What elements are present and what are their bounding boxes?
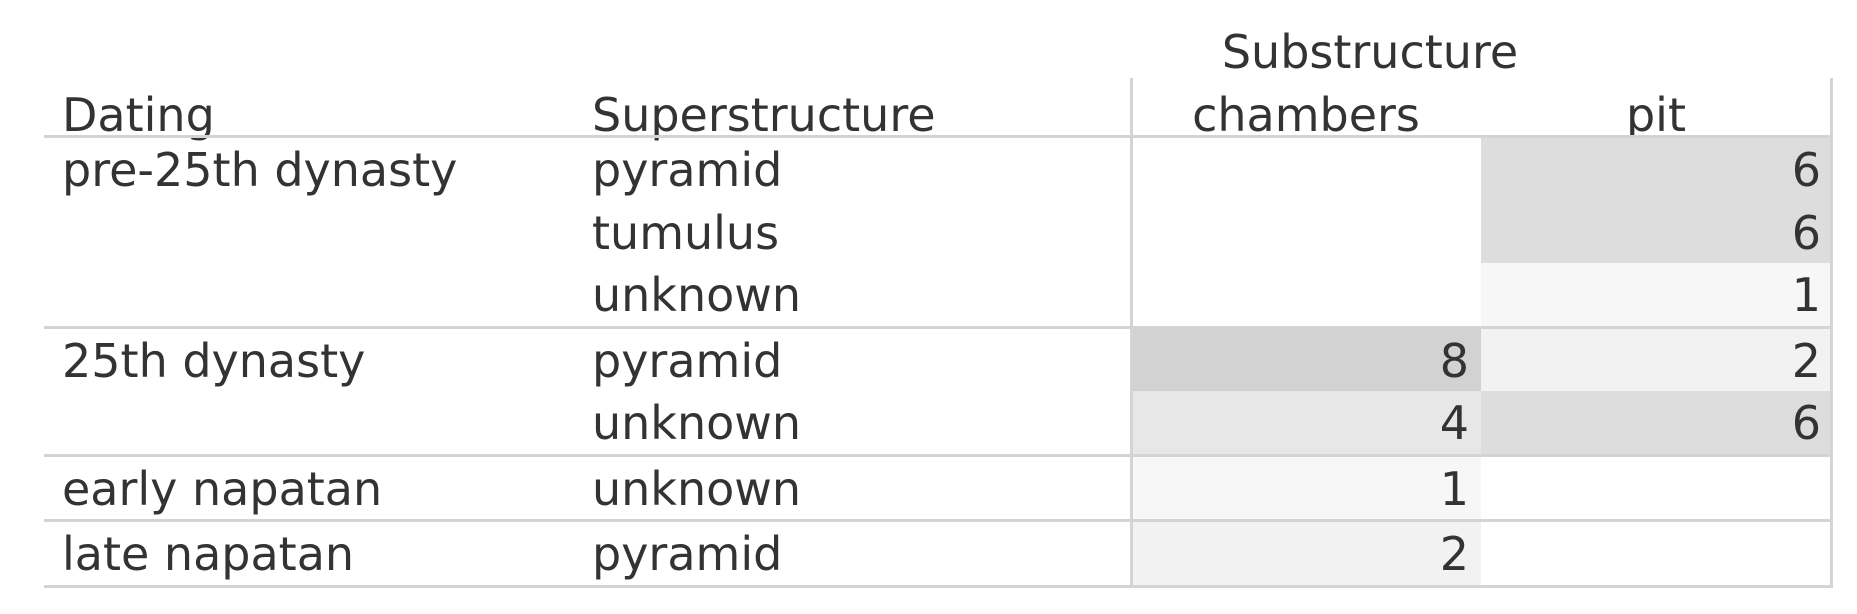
value-cell: 6 xyxy=(1481,391,1833,454)
dating-cell: late napatan xyxy=(62,527,355,581)
superstructure-cell: unknown xyxy=(592,461,802,516)
value-cell: 4 xyxy=(1133,391,1481,454)
superstructure-cell: unknown xyxy=(592,268,802,322)
value-cell: 2 xyxy=(1133,522,1481,585)
body-vertical-divider xyxy=(1130,522,1133,585)
body-vertical-divider xyxy=(1130,138,1133,326)
value-label: 2 xyxy=(1791,333,1821,388)
body-right-border xyxy=(1830,328,1833,454)
body-right-border xyxy=(1830,456,1833,519)
dating-column-header: Dating xyxy=(62,88,215,142)
value-label: 6 xyxy=(1791,143,1821,197)
superstructure-cell: pyramid xyxy=(592,333,783,388)
body-right-border xyxy=(1830,522,1833,585)
value-cell: 6 xyxy=(1481,138,1833,201)
value-label: 4 xyxy=(1439,396,1469,450)
value-label: 6 xyxy=(1791,396,1821,450)
value-cell: 2 xyxy=(1481,328,1833,391)
value-cell: 1 xyxy=(1133,456,1481,519)
value-label: 6 xyxy=(1791,205,1821,260)
header-vertical-divider xyxy=(1130,78,1133,138)
group-border xyxy=(44,519,1833,522)
superstructure-cell: tumulus xyxy=(592,205,780,260)
superstructure-cell: pyramid xyxy=(592,143,783,197)
value-cell: 1 xyxy=(1481,263,1833,326)
header-right-border xyxy=(1830,78,1833,138)
group-border xyxy=(44,326,1833,329)
dating-cell: 25th dynasty xyxy=(62,333,366,388)
header-bottom-border xyxy=(44,135,1833,138)
body-vertical-divider xyxy=(1130,456,1133,519)
dating-cell: pre-25th dynasty xyxy=(62,143,458,197)
superstructure-cell: unknown xyxy=(592,396,802,450)
substructure-group-header: Substructure xyxy=(1221,25,1519,79)
chambers-column-header: chambers xyxy=(1192,88,1420,142)
body-right-border xyxy=(1830,138,1833,326)
value-label: 2 xyxy=(1439,527,1469,581)
value-label: 8 xyxy=(1439,333,1469,388)
value-label: 1 xyxy=(1791,268,1821,322)
value-cell: 6 xyxy=(1481,200,1833,263)
dating-cell: early napatan xyxy=(62,461,383,516)
superstructure-column-header: Superstructure xyxy=(592,88,936,142)
group-border xyxy=(44,454,1833,457)
value-cell: 8 xyxy=(1133,328,1481,391)
value-label: 1 xyxy=(1439,461,1469,516)
pit-column-header: pit xyxy=(1625,88,1686,142)
superstructure-cell: pyramid xyxy=(592,527,783,581)
body-vertical-divider xyxy=(1130,328,1133,454)
group-border xyxy=(44,585,1833,588)
